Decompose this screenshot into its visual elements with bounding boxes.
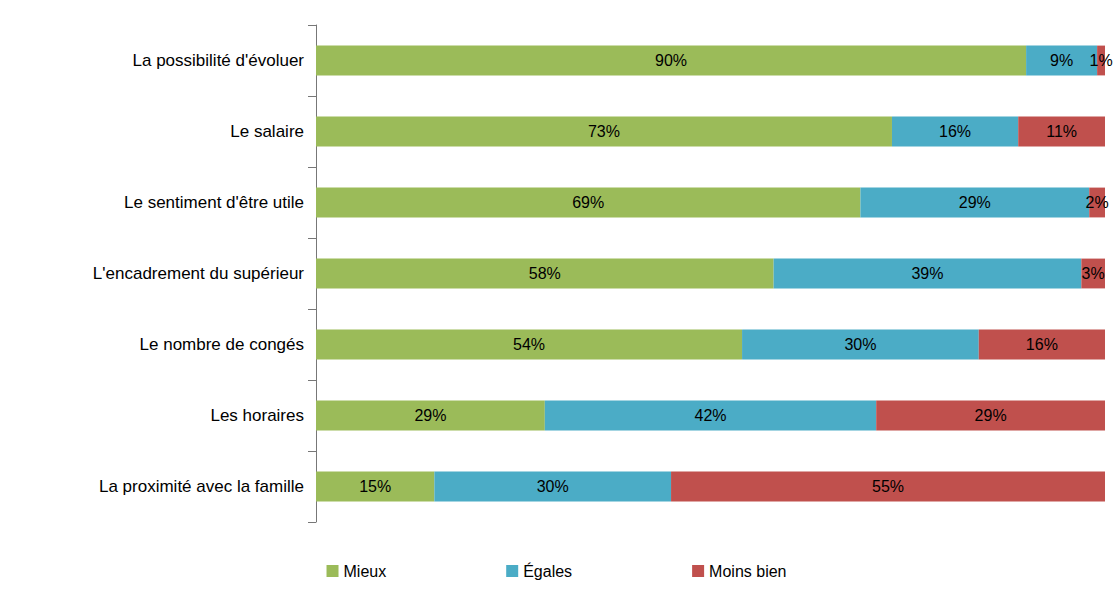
svg-text:L'encadrement du supérieur: L'encadrement du supérieur xyxy=(93,264,304,283)
svg-text:55%: 55% xyxy=(872,478,904,495)
svg-text:15%: 15% xyxy=(359,478,391,495)
svg-text:16%: 16% xyxy=(939,123,971,140)
svg-text:29%: 29% xyxy=(975,407,1007,424)
svg-text:3%: 3% xyxy=(1082,265,1105,282)
svg-text:Le sentiment d'être utile: Le sentiment d'être utile xyxy=(124,193,304,212)
svg-text:11%: 11% xyxy=(1046,123,1077,140)
svg-text:29%: 29% xyxy=(414,407,446,424)
svg-text:1%: 1% xyxy=(1089,52,1112,69)
svg-text:16%: 16% xyxy=(1026,336,1058,353)
svg-text:39%: 39% xyxy=(911,265,943,282)
svg-text:Les horaires: Les horaires xyxy=(210,406,304,425)
svg-text:54%: 54% xyxy=(513,336,545,353)
svg-text:30%: 30% xyxy=(537,478,569,495)
svg-text:29%: 29% xyxy=(959,194,991,211)
svg-text:2%: 2% xyxy=(1086,194,1109,211)
svg-text:Moins bien: Moins bien xyxy=(709,563,786,580)
svg-text:Mieux: Mieux xyxy=(344,563,387,580)
svg-text:La possibilité d'évoluer: La possibilité d'évoluer xyxy=(133,51,305,70)
svg-text:La proximité avec la famille: La proximité avec la famille xyxy=(99,477,304,496)
svg-text:Le nombre de congés: Le nombre de congés xyxy=(140,335,304,354)
svg-text:Égales: Égales xyxy=(523,562,572,580)
svg-text:69%: 69% xyxy=(572,194,604,211)
svg-text:90%: 90% xyxy=(655,52,687,69)
svg-text:42%: 42% xyxy=(694,407,726,424)
svg-text:Le salaire: Le salaire xyxy=(230,122,304,141)
svg-text:9%: 9% xyxy=(1050,52,1073,69)
svg-text:58%: 58% xyxy=(529,265,561,282)
svg-text:73%: 73% xyxy=(588,123,620,140)
svg-text:30%: 30% xyxy=(844,336,876,353)
